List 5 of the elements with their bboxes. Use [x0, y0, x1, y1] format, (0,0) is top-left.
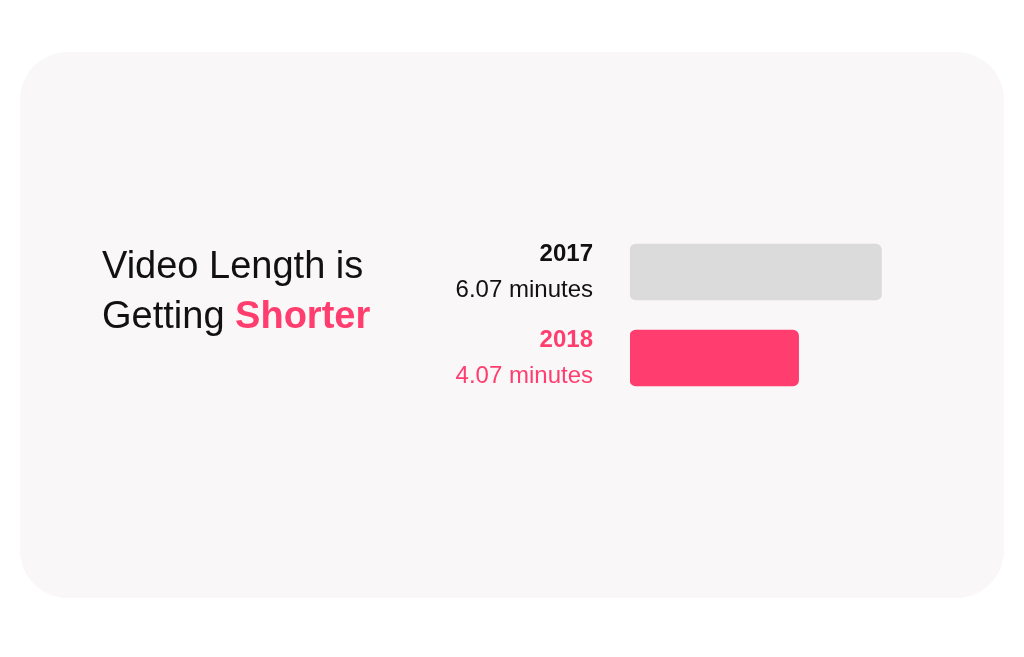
data-label: 6.07 minutes: [455, 274, 593, 302]
chart-title: Video Length is Getting Shorter: [102, 244, 371, 336]
y-tick-label: 2017: [539, 238, 593, 266]
data-label: 4.07 minutes: [455, 360, 593, 388]
y-tick-label: 2018: [539, 324, 593, 352]
